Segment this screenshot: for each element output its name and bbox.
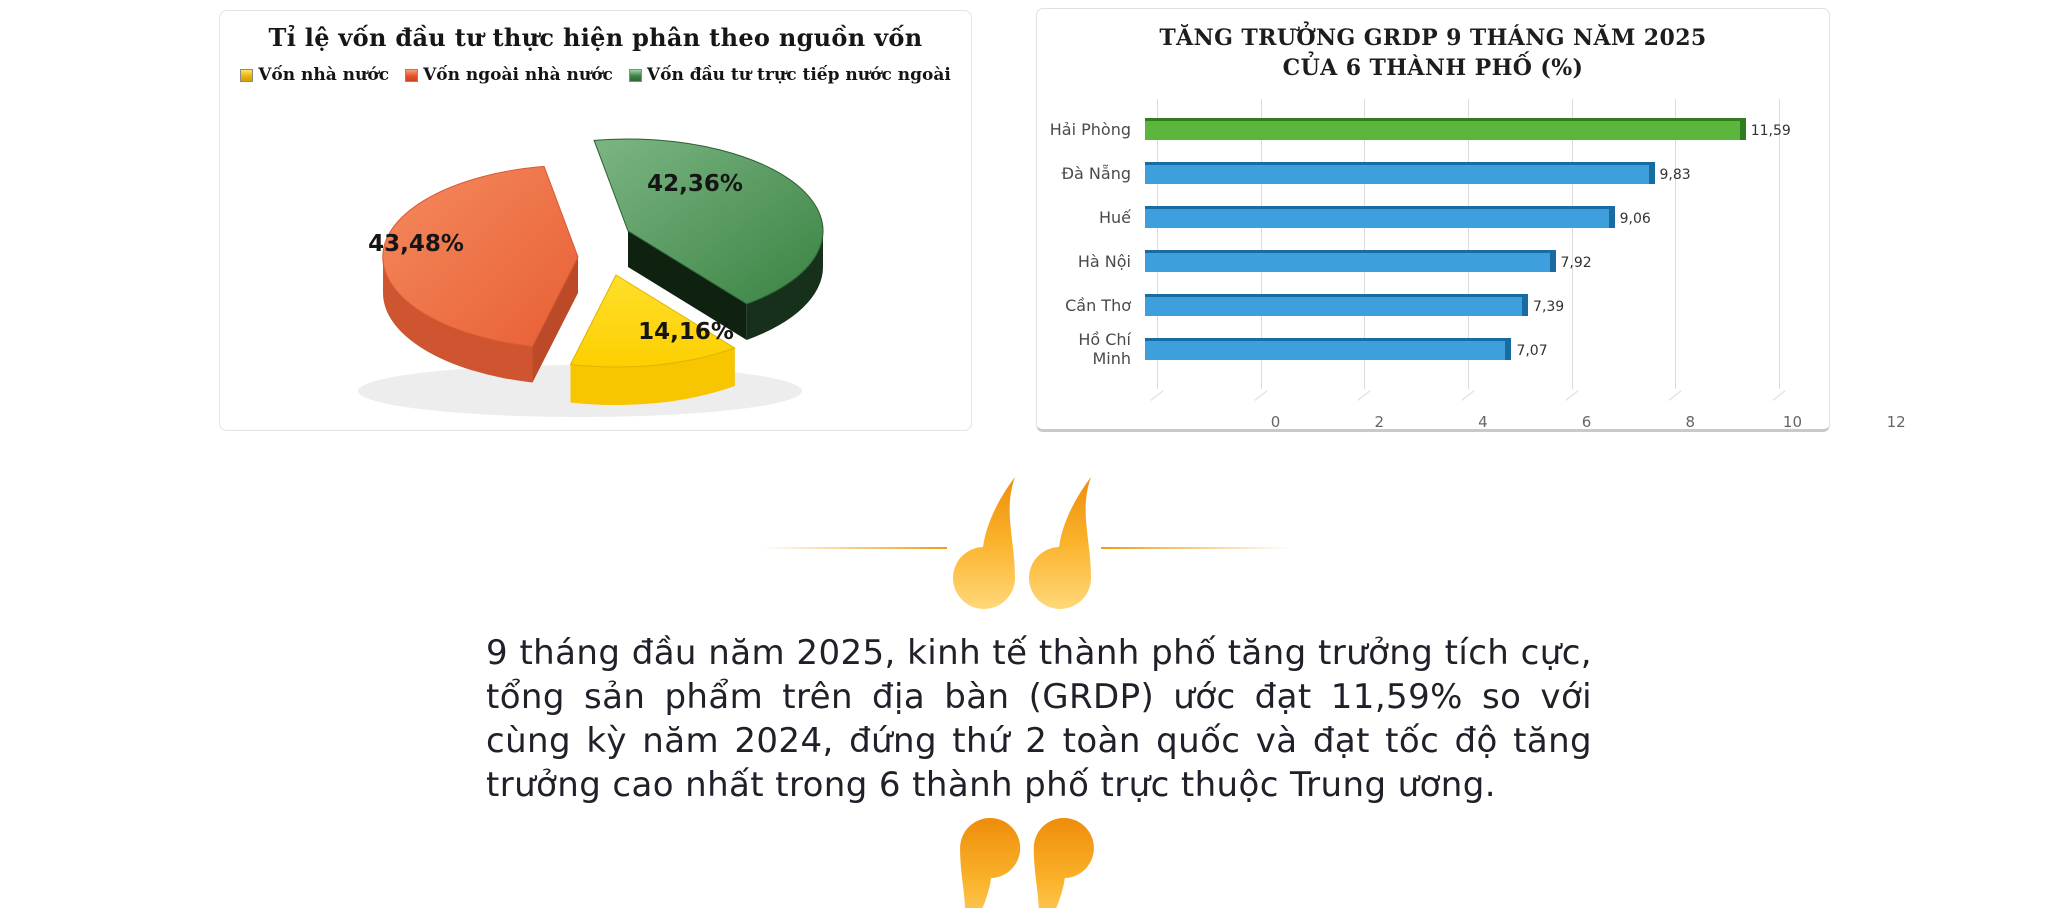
x-tick: 10 (1782, 413, 1803, 431)
bar-row: Đà Nẵng 9,83 (1037, 151, 1829, 195)
category-label: Hà Nội (1077, 251, 1131, 271)
value-label: 7,39 (1533, 298, 1565, 315)
bar-row: Huế 9,06 (1037, 195, 1829, 239)
legend-swatch-orange-icon (405, 68, 419, 82)
bar-row: Cần Thơ 7,39 (1037, 283, 1829, 327)
quote-divider-right (1101, 547, 1293, 549)
open-quote-icon (953, 477, 1091, 609)
bar-chart-title-line1: TĂNG TRƯỞNG GRDP 9 THÁNG NĂM 2025 (1159, 25, 1707, 51)
close-quote-icon (960, 818, 1094, 908)
gridlines: 0 2 4 6 8 10 12 (1157, 99, 1906, 431)
x-axis-ticks: 0 2 4 6 8 10 12 (1271, 413, 1906, 433)
legend-item-fdi: Vốn đầu tư trực tiếp nước ngoài (628, 65, 951, 85)
bar-chart-title-line2: CỦA 6 THÀNH PHỐ (%) (1282, 54, 1584, 81)
pie-label-nonstate: 43,48% (368, 231, 464, 257)
bar-hai-phong: 11,59 (1145, 118, 1791, 140)
value-label: 9,83 (1659, 166, 1691, 183)
bar-ho-chi-minh: 7,07 (1145, 338, 1548, 360)
bar-da-nang: 9,83 (1145, 162, 1691, 184)
x-tick: 12 (1886, 413, 1906, 431)
category-label: Huế (1098, 207, 1131, 227)
bar-row: Hồ Chí Minh 7,07 (1037, 327, 1829, 371)
bar-can-tho: 7,39 (1145, 294, 1564, 316)
pie-chart-title: Tỉ lệ vốn đầu tư thực hiện phân theo ngu… (268, 23, 923, 52)
pie-slice-state (569, 274, 736, 406)
bar-chart-panel: TĂNG TRƯỞNG GRDP 9 THÁNG NĂM 2025 CỦA 6 … (1036, 8, 1906, 432)
value-label: 7,92 (1560, 254, 1592, 271)
value-label: 11,59 (1750, 122, 1791, 139)
category-label: Hải Phòng (1049, 119, 1131, 139)
value-label: 9,06 (1619, 210, 1651, 227)
quote-text: 9 tháng đầu năm 2025, kinh tế thành phố … (486, 633, 1592, 805)
legend-label: Vốn ngoài nhà nước (423, 65, 613, 85)
pie-slice-fdi (593, 138, 824, 340)
category-label: Đà Nẵng (1061, 163, 1131, 183)
legend-swatch-green-icon (628, 68, 642, 82)
pie-label-fdi: 42,36% (647, 171, 743, 197)
category-label: Cần Thơ (1065, 295, 1131, 315)
legend-item-state: Vốn nhà nước (240, 65, 389, 85)
bar-row: Hải Phòng 11,59 (1037, 107, 1829, 151)
bar-row: Hà Nội 7,92 (1037, 239, 1829, 283)
pie-slice-nonstate (382, 165, 579, 383)
bar-chart-title: TĂNG TRƯỞNG GRDP 9 THÁNG NĂM 2025 CỦA 6 … (1037, 24, 1829, 83)
legend-label: Vốn nhà nước (258, 65, 390, 85)
bar-chart-plot: 0 2 4 6 8 10 12 Hải Phòng 11,59 Đà Nẵng … (1037, 97, 1906, 431)
value-label: 7,07 (1516, 342, 1548, 359)
bar-hue: 9,06 (1145, 206, 1651, 228)
legend-label: Vốn đầu tư trực tiếp nước ngoài (646, 65, 951, 85)
x-tick: 2 (1374, 413, 1384, 431)
x-tick: 4 (1478, 413, 1488, 431)
x-tick: 0 (1270, 413, 1281, 431)
bar-ha-noi: 7,92 (1145, 250, 1592, 272)
pie-label-state: 14,16% (638, 319, 734, 345)
bar-rows: Hải Phòng 11,59 Đà Nẵng 9,83 Huế 9,06 Hà… (1037, 107, 1829, 371)
legend-swatch-yellow-icon (240, 68, 254, 82)
x-tick: 6 (1581, 413, 1592, 431)
legend-item-nonstate: Vốn ngoài nhà nước (405, 65, 613, 85)
quote-divider-left (761, 547, 947, 549)
x-tick: 8 (1685, 413, 1695, 431)
category-label: Hồ Chí Minh (1078, 330, 1131, 368)
pie-legend: Vốn nhà nước Vốn ngoài nhà nước Vốn đầu … (220, 65, 971, 85)
pie-chart-panel: Tỉ lệ vốn đầu tư thực hiện phân theo ngu… (219, 10, 972, 431)
pie-chart: 43,48% 42,36% 14,16% (358, 138, 824, 417)
